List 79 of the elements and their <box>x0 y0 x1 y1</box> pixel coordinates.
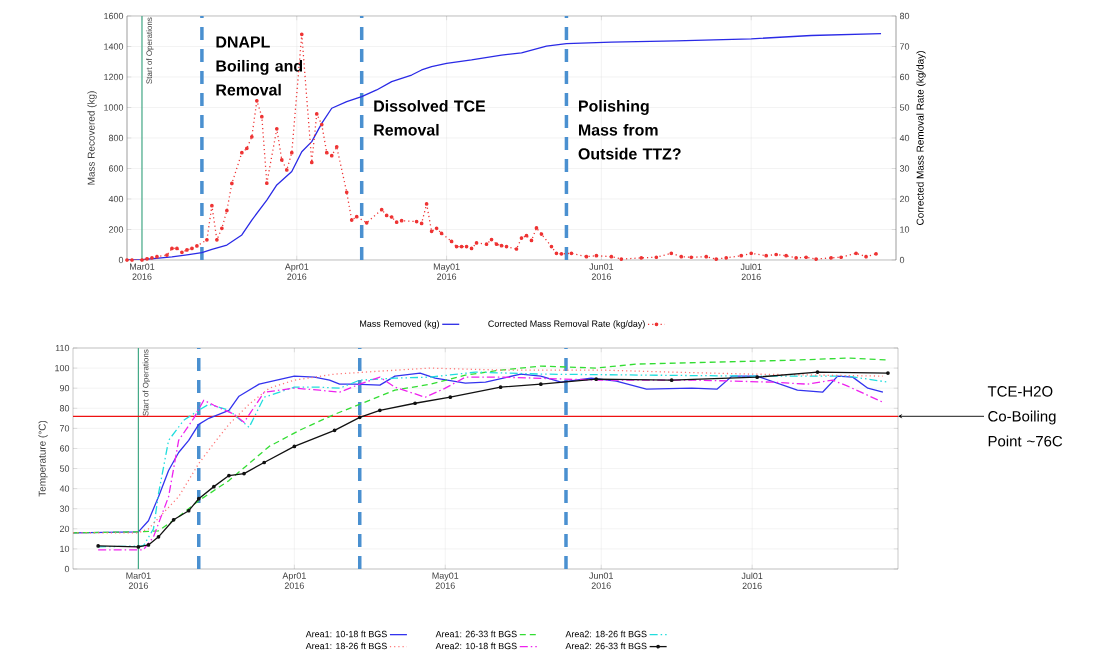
y-tick-label: 800 <box>108 134 124 142</box>
legend-label: Area2: 26-33 ft BGS <box>565 642 647 650</box>
legend-label: Area1: 26-33 ft BGS <box>435 630 517 638</box>
y-axis-title: Temperature (°C) <box>38 420 48 497</box>
ref-line-label: DNAPL Boiling and Removal <box>216 36 303 96</box>
y-tick-label: 90 <box>59 385 70 392</box>
point <box>538 382 543 387</box>
y-tick-label: 1400 <box>104 43 124 50</box>
point <box>186 508 191 513</box>
point <box>498 385 503 390</box>
y-tick-label: 0 <box>118 256 124 264</box>
legend-label: Area2: 18-26 ft BGS <box>565 630 647 638</box>
y2-tick-label: 30 <box>899 165 910 172</box>
legend-label: Area1: 18-26 ft BGS <box>305 642 387 650</box>
y2-tick-label: 40 <box>899 134 910 142</box>
ref-line-label: Dissolved TCE Removal <box>374 100 486 136</box>
x-tick-label: Jun01 2016 <box>589 263 614 280</box>
legend-label: Area1: 10-18 ft BGS <box>305 630 387 638</box>
point <box>886 371 890 375</box>
y2-tick-label: 70 <box>899 43 910 50</box>
y-tick-label: 60 <box>59 445 70 452</box>
point <box>755 375 760 379</box>
y2-tick-label: 60 <box>899 73 910 81</box>
point <box>136 545 141 549</box>
point <box>146 543 151 547</box>
point <box>332 428 337 433</box>
y-tick-label: 200 <box>108 226 124 233</box>
x-tick-label: Mar01 2016 <box>126 572 151 589</box>
y-tick-label: 100 <box>55 364 70 372</box>
legend-label: Mass Removed (kg) <box>360 320 440 329</box>
point <box>227 473 231 478</box>
point <box>669 378 674 382</box>
y-tick-label: 1000 <box>104 104 124 111</box>
y-tick-label: 1600 <box>104 12 124 20</box>
y2-tick-label: 10 <box>900 226 910 233</box>
point <box>242 471 246 476</box>
y2-tick-label: 50 <box>899 104 910 111</box>
y-tick-label: 20 <box>59 525 70 532</box>
legend-label: Area2: 10-18 ft BGS <box>435 642 517 650</box>
y-tick-label: 1200 <box>104 73 124 81</box>
y-tick-label: 600 <box>108 165 124 172</box>
point <box>196 496 201 501</box>
point <box>171 517 176 522</box>
y-tick-label: 400 <box>108 195 124 203</box>
point <box>378 408 382 413</box>
y-tick-label: 30 <box>59 505 70 512</box>
x-tick-label: Jul01 2016 <box>741 572 763 590</box>
point <box>413 401 417 406</box>
ref-line-label: Polishing Mass from Outside TTZ? <box>578 100 681 160</box>
legend-label: Corrected Mass Removal Rate (kg/day) <box>488 320 645 329</box>
point <box>156 535 161 539</box>
y2-tick-label: 20 <box>899 195 910 203</box>
y-tick-label: 0 <box>64 565 70 573</box>
x-tick-label: Apr01 2016 <box>282 572 306 589</box>
x-tick-label: Jun01 2016 <box>589 572 613 589</box>
y-axis-title: Mass Recovered (kg) <box>87 91 97 185</box>
y-tick-label: 50 <box>59 465 70 472</box>
point <box>262 460 267 465</box>
point <box>594 377 599 381</box>
x-tick-label: May01 2016 <box>433 263 460 280</box>
y-tick-label: 110 <box>55 344 70 352</box>
point <box>292 444 297 449</box>
x-tick-label: Mar01 2016 <box>130 263 155 280</box>
point <box>96 544 100 548</box>
y-tick-label: 10 <box>60 545 70 553</box>
point <box>448 395 453 400</box>
y-tick-label: 80 <box>59 405 70 412</box>
x-tick-label: Apr01 2016 <box>284 263 309 280</box>
y2-tick-label: 0 <box>899 256 905 264</box>
point <box>212 484 216 489</box>
y-tick-label: 70 <box>59 425 70 432</box>
point <box>815 370 820 374</box>
y2-axis-title: Corrected Mass Removal Rate (kg/day) <box>916 51 926 225</box>
y2-tick-label: 80 <box>899 12 910 20</box>
x-tick-label: May01 2016 <box>432 572 459 589</box>
ref-line-label: TCE-H2O Co-Boiling Point ~76C <box>987 386 1063 447</box>
x-tick-label: Jul01 2016 <box>740 263 762 281</box>
y-tick-label: 40 <box>59 485 70 492</box>
point <box>357 415 362 420</box>
